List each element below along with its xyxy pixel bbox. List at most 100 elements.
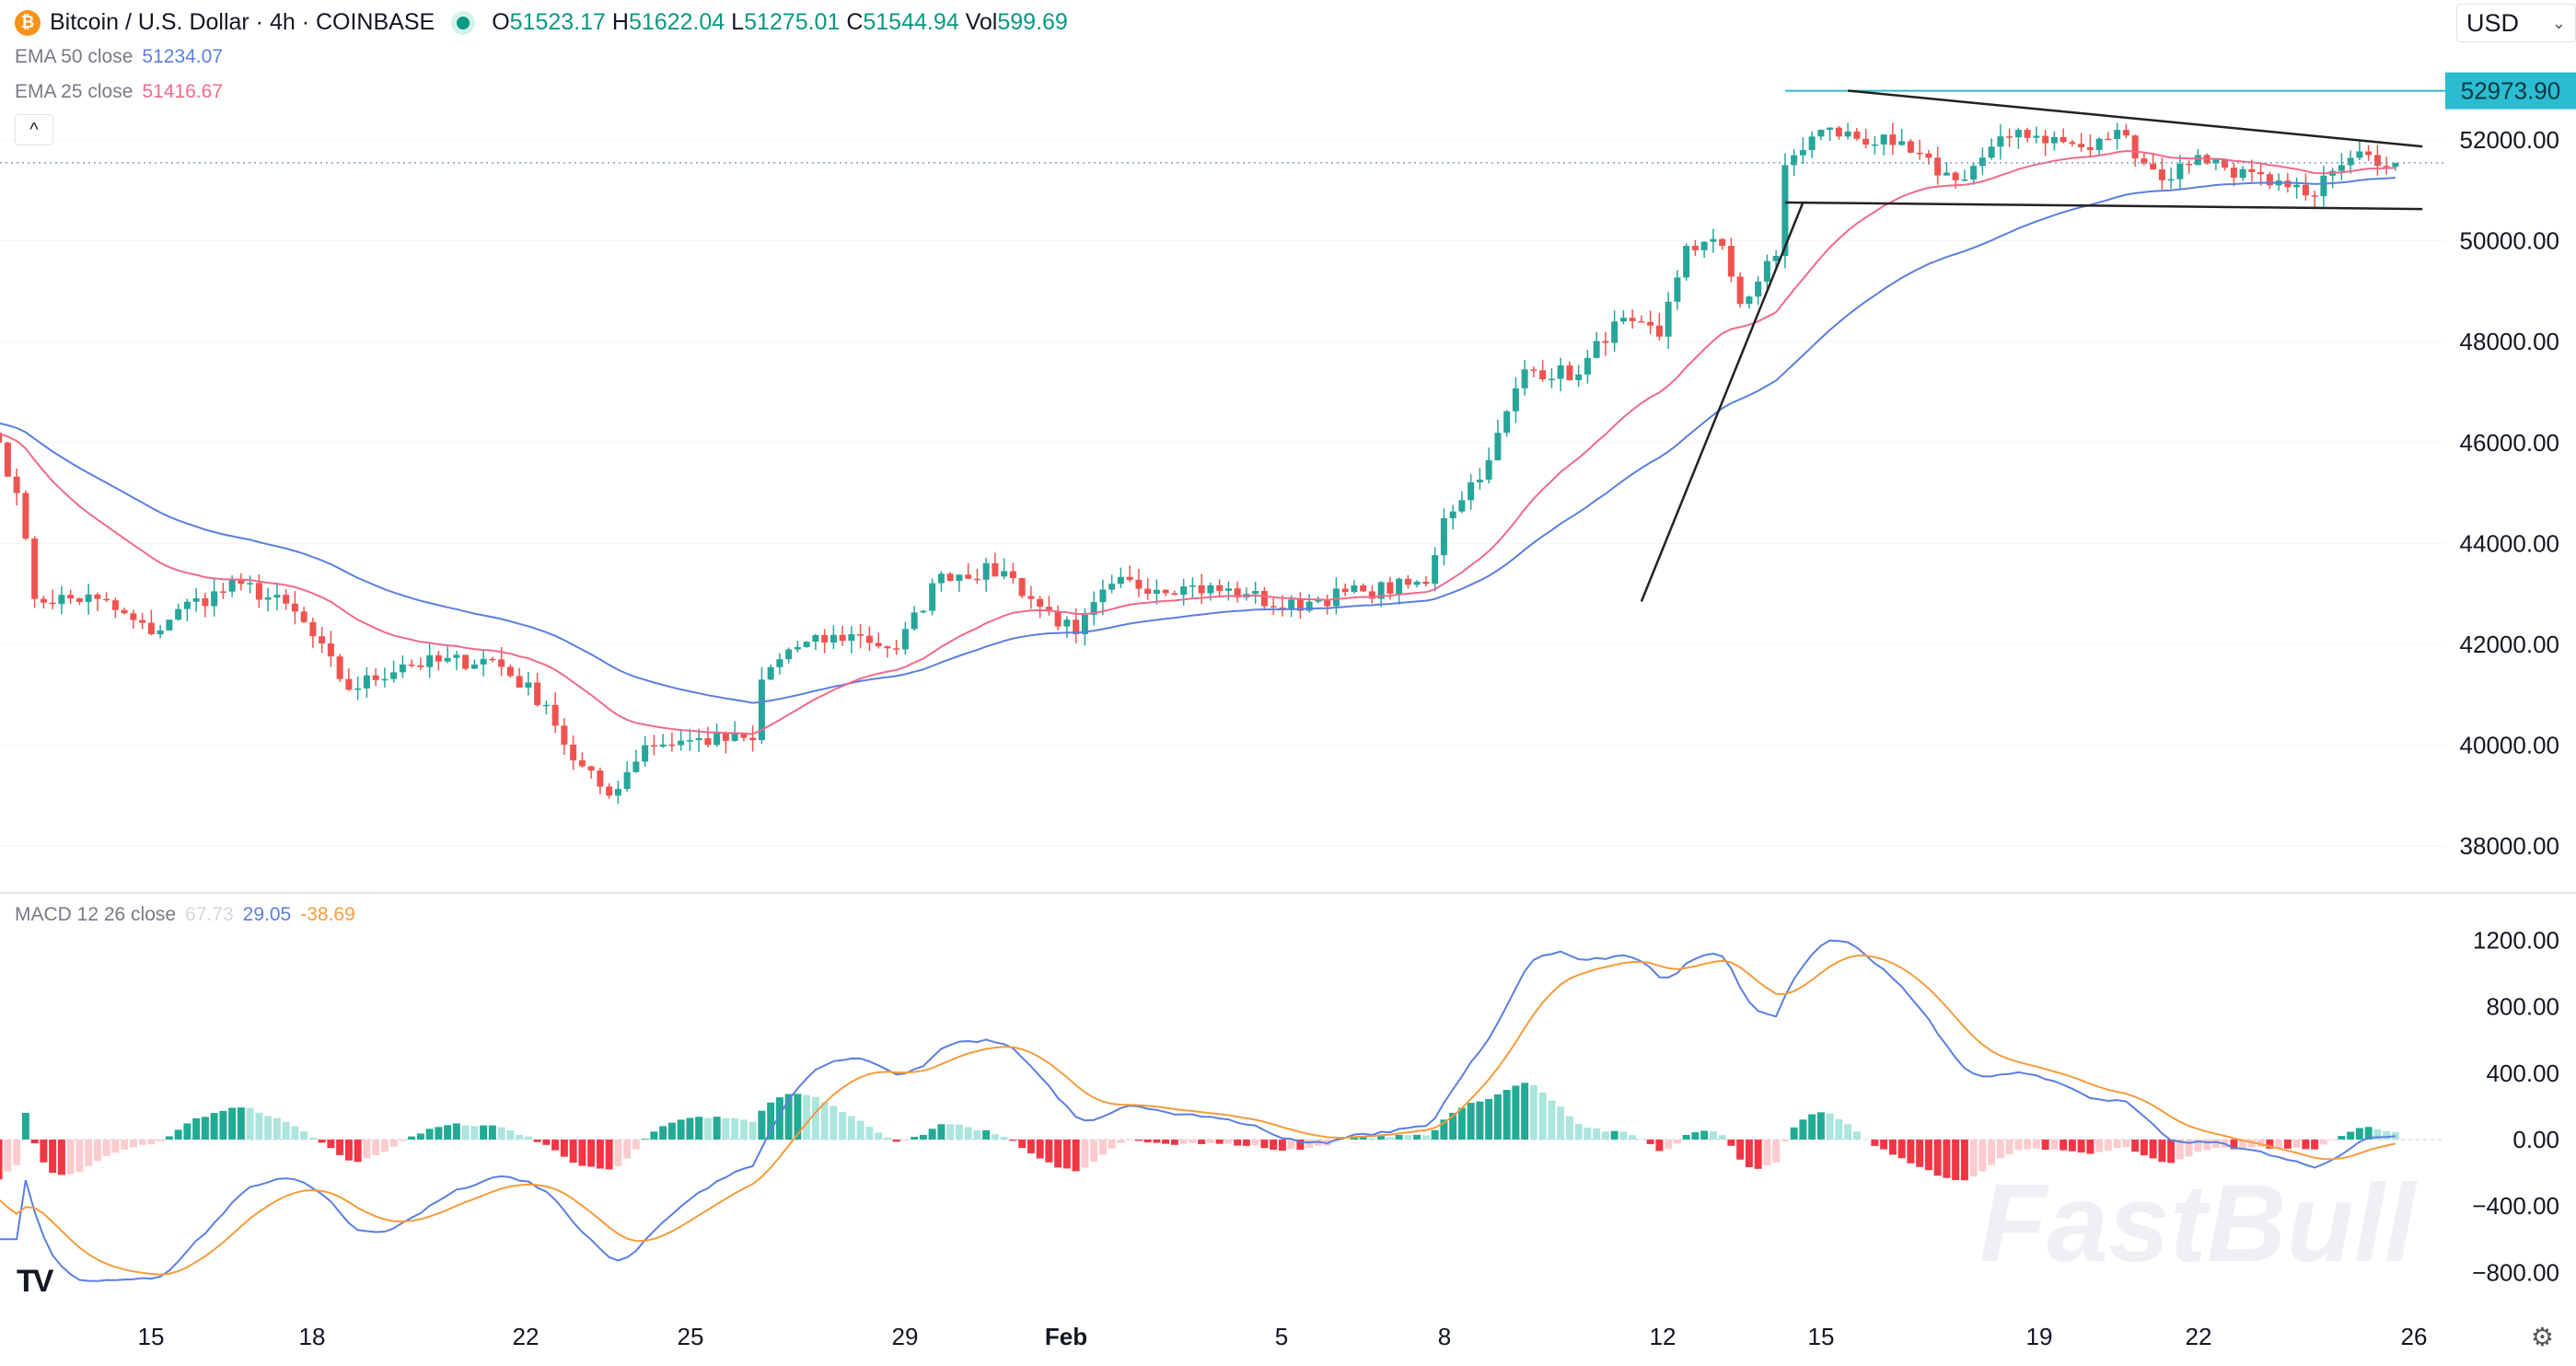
macd-histogram-bar — [803, 1094, 811, 1140]
tradingview-logo[interactable]: TV — [17, 1264, 53, 1299]
candle-body — [1871, 144, 1878, 146]
macd-histogram-bar — [2104, 1140, 2112, 1152]
macd-legend[interactable]: MACD 12 26 close 67.73 29.05 -38.69 — [15, 904, 355, 925]
candle-body — [2158, 169, 2165, 180]
candle-body — [929, 583, 936, 611]
macd-histogram-bar — [506, 1130, 515, 1140]
macd-histogram-bar — [93, 1140, 101, 1162]
candle-body — [551, 704, 559, 726]
candle-body — [1404, 578, 1411, 585]
candle-body — [965, 574, 972, 579]
macd-histogram-bar — [560, 1140, 568, 1157]
candle-body — [1234, 588, 1241, 598]
macd-histogram-bar — [246, 1107, 254, 1140]
macd-histogram-bar — [1700, 1130, 1709, 1140]
candle-body — [1736, 276, 1744, 305]
macd-histogram-bar — [1709, 1131, 1717, 1140]
currency-select[interactable]: USD ⌄ — [2456, 4, 2576, 42]
macd-histogram-bar — [1503, 1090, 1511, 1140]
macd-histogram-bar — [811, 1096, 819, 1140]
macd-histogram-bar — [1457, 1107, 1466, 1140]
candle-body — [2383, 166, 2390, 168]
symbol-title[interactable]: Bitcoin / U.S. Dollar · 4h · COINBASE — [50, 9, 435, 35]
candle-body — [740, 734, 748, 738]
candle-body — [2105, 138, 2112, 141]
candle-body — [1440, 518, 1447, 556]
candle-body — [570, 744, 577, 761]
candle-body — [1674, 277, 1681, 302]
macd-histogram-bar — [363, 1140, 371, 1159]
ema25-legend[interactable]: EMA 25 close 51416.67 — [15, 81, 223, 102]
candle-body — [247, 583, 254, 585]
candle-body — [399, 664, 406, 673]
candle-body — [498, 659, 505, 667]
time-tick-label: 12 — [1650, 1323, 1677, 1350]
ema50-legend[interactable]: EMA 50 close 51234.07 — [15, 46, 223, 67]
price-tick-label: 42000.00 — [2460, 631, 2559, 658]
macd-histogram-bar — [461, 1125, 470, 1140]
macd-histogram-bar — [2338, 1136, 2346, 1140]
candle-body — [1351, 585, 1358, 593]
macd-histogram-bar — [1619, 1131, 1628, 1140]
macd-histogram-bar — [13, 1140, 21, 1165]
macd-histogram-bar — [1933, 1140, 1942, 1176]
macd-histogram-bar — [614, 1140, 622, 1166]
candle-body — [202, 598, 209, 607]
collapse-legend-button[interactable]: ^ — [15, 114, 53, 145]
candle-body — [2086, 147, 2094, 150]
candle-body — [1027, 596, 1035, 599]
macd-histogram-bar — [703, 1117, 712, 1140]
macd-histogram-bar — [273, 1117, 281, 1140]
macd-histogram-bar — [75, 1140, 84, 1173]
macd-histogram-bar — [2149, 1140, 2157, 1159]
macd-histogram-bar — [865, 1127, 874, 1140]
candle-body — [2167, 179, 2175, 181]
candle-body — [1494, 433, 1502, 460]
macd-histogram-bar — [641, 1139, 649, 1140]
candle-body — [1512, 388, 1519, 411]
candle-body — [1619, 318, 1627, 322]
macd-histogram-bar — [533, 1140, 541, 1142]
macd-histogram-bar — [1143, 1140, 1152, 1143]
candle-body — [1997, 136, 2004, 147]
candle-body — [2114, 130, 2121, 139]
macd-histogram-bar — [1234, 1140, 1242, 1146]
candle-body — [166, 619, 173, 631]
macd-histogram-bar — [2158, 1140, 2166, 1163]
macd-histogram-bar — [300, 1131, 308, 1140]
macd-histogram-bar — [667, 1122, 676, 1140]
macd-histogram-bar — [2185, 1140, 2193, 1157]
macd-histogram-bar — [1826, 1113, 1834, 1140]
candle-body — [1916, 152, 1923, 155]
candle-body — [561, 725, 568, 745]
candle-body — [2060, 136, 2067, 143]
settings-icon[interactable]: ⚙ — [2530, 1323, 2554, 1351]
macd-histogram-bar — [1691, 1132, 1700, 1140]
candle-body — [228, 580, 236, 592]
macd-histogram-bar — [2283, 1140, 2292, 1149]
macd-histogram-bar — [2373, 1129, 2382, 1140]
candle-body — [1781, 165, 1789, 257]
candle-body — [1602, 341, 1609, 343]
macd-histogram-bar — [57, 1140, 65, 1175]
candle-body — [606, 786, 613, 796]
macd-histogram-bar — [1260, 1140, 1269, 1149]
macd-histogram-bar — [1206, 1140, 1214, 1143]
macd-histogram-bar — [102, 1140, 110, 1156]
candle-body — [1117, 576, 1124, 585]
candle-body — [390, 672, 398, 679]
candle-body — [175, 608, 182, 620]
macd-tick-label: 1200.00 — [2473, 926, 2559, 954]
macd-histogram-bar — [2302, 1140, 2310, 1150]
macd-histogram-bar — [2239, 1140, 2247, 1149]
macd-histogram-bar — [767, 1102, 775, 1140]
candle-body — [542, 704, 550, 707]
candle-body — [2311, 195, 2318, 197]
candle-body — [821, 635, 829, 643]
macd-histogram-bar — [596, 1140, 604, 1169]
candle-body — [767, 666, 774, 680]
ema50-line — [0, 177, 2396, 704]
candle-body — [327, 642, 334, 657]
candle-body — [1925, 153, 1932, 158]
